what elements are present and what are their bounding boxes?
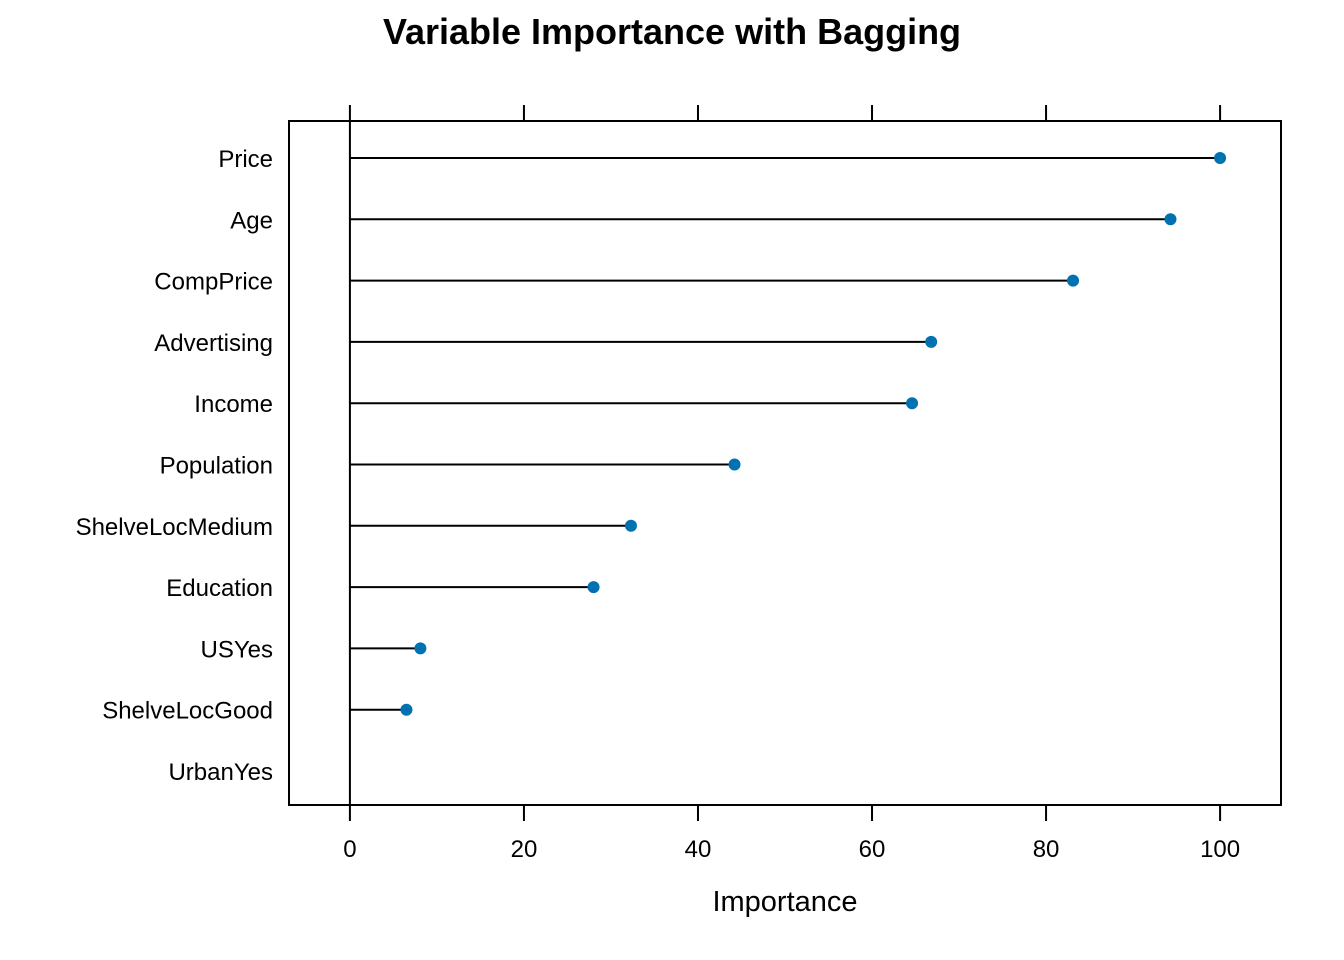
category-labels: Price Age CompPrice Advertising Income Popula… (76, 146, 273, 786)
category-label-Income: Income (194, 391, 273, 418)
category-label-Population: Population (160, 453, 273, 480)
point-Price (1214, 152, 1227, 164)
category-label-CompPrice: CompPrice (154, 269, 273, 296)
point-Income (906, 397, 919, 410)
x-tick-label-20: 20 (511, 836, 538, 863)
bottom-axis-ticks: 0 20 40 60 80 100 (343, 805, 1240, 863)
x-axis-title: Importance (712, 886, 857, 918)
point-USYes (414, 642, 427, 655)
category-label-Advertising: Advertising (154, 330, 273, 357)
lollipop-stems (349, 157, 1221, 711)
top-axis-ticks (348, 105, 1222, 121)
category-label-ShelveLocMedium: ShelveLocMedium (76, 514, 273, 541)
category-label-ShelveLocGood: ShelveLocGood (102, 698, 273, 725)
x-tick-label-40: 40 (685, 836, 712, 863)
category-label-UrbanYes: UrbanYes (168, 759, 273, 786)
point-ShelveLocGood (400, 703, 413, 716)
x-tick-label-60: 60 (859, 836, 886, 863)
point-Advertising (925, 335, 938, 348)
category-label-Price: Price (218, 146, 273, 173)
x-tick-label-80: 80 (1033, 836, 1060, 863)
category-label-Education: Education (166, 575, 273, 602)
data-points (400, 152, 1227, 716)
point-Population (728, 458, 741, 471)
chart-title: Variable Importance with Bagging (383, 11, 961, 52)
plot-frame (288, 120, 1282, 806)
category-label-Age: Age (230, 207, 273, 234)
point-Education (587, 581, 600, 594)
point-CompPrice (1067, 274, 1080, 287)
point-ShelveLocMedium (624, 519, 637, 532)
category-label-USYes: USYes (201, 636, 274, 663)
x-tick-label-0: 0 (343, 836, 356, 863)
point-Age (1164, 213, 1177, 226)
x-tick-label-100: 100 (1200, 836, 1240, 863)
